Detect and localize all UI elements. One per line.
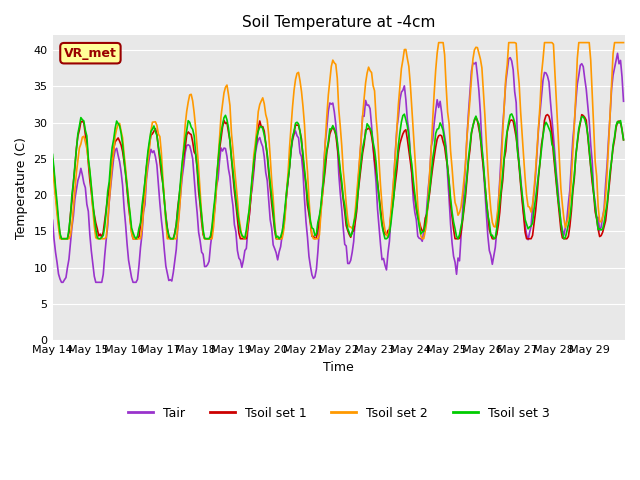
Tsoil set 1 — [620, 137, 627, 143]
Tsoil set 1 — [88, 189, 95, 195]
Tair — [620, 98, 627, 104]
Tsoil set 3 — [457, 224, 465, 229]
Tair — [88, 248, 95, 253]
Tair — [457, 235, 465, 240]
Line: Tsoil set 3: Tsoil set 3 — [52, 114, 623, 239]
Tsoil set 3 — [508, 111, 516, 117]
Tair — [614, 50, 621, 56]
Tsoil set 3 — [49, 152, 56, 157]
Tair — [618, 74, 626, 80]
Tsoil set 2 — [459, 192, 467, 197]
Tair — [70, 213, 77, 219]
Tair — [49, 217, 56, 223]
Line: Tsoil set 1: Tsoil set 1 — [52, 115, 623, 239]
Tair — [344, 261, 351, 266]
Tsoil set 1 — [457, 230, 465, 236]
Tsoil set 1 — [70, 180, 77, 185]
Legend: Tair, Tsoil set 1, Tsoil set 2, Tsoil set 3: Tair, Tsoil set 1, Tsoil set 2, Tsoil se… — [123, 402, 555, 425]
Tair — [58, 279, 65, 285]
Line: Tair: Tair — [52, 53, 623, 282]
Tsoil set 2 — [618, 40, 626, 46]
Y-axis label: Temperature (C): Temperature (C) — [15, 137, 28, 239]
Tsoil set 2 — [70, 204, 77, 210]
Text: VR_met: VR_met — [64, 47, 117, 60]
Tsoil set 1 — [618, 127, 626, 132]
Tsoil set 1 — [58, 236, 65, 241]
Tsoil set 3 — [620, 137, 627, 143]
Tsoil set 3 — [543, 122, 551, 128]
Tsoil set 1 — [344, 228, 351, 233]
Title: Soil Temperature at -4cm: Soil Temperature at -4cm — [242, 15, 435, 30]
Tsoil set 3 — [88, 183, 95, 189]
Line: Tsoil set 2: Tsoil set 2 — [52, 43, 623, 239]
Tair — [542, 70, 550, 76]
Tsoil set 2 — [56, 236, 64, 241]
Tsoil set 2 — [543, 40, 551, 46]
Tsoil set 2 — [49, 167, 56, 172]
Tsoil set 2 — [344, 216, 351, 222]
Tsoil set 2 — [88, 185, 95, 191]
Tsoil set 3 — [58, 236, 65, 241]
Tsoil set 1 — [543, 112, 551, 118]
Tsoil set 3 — [344, 226, 351, 231]
Tsoil set 3 — [618, 127, 626, 133]
Tsoil set 3 — [70, 180, 77, 186]
Tsoil set 2 — [620, 40, 627, 46]
X-axis label: Time: Time — [323, 361, 354, 374]
Tsoil set 2 — [435, 40, 442, 46]
Tsoil set 1 — [49, 156, 56, 162]
Tsoil set 1 — [542, 113, 550, 119]
